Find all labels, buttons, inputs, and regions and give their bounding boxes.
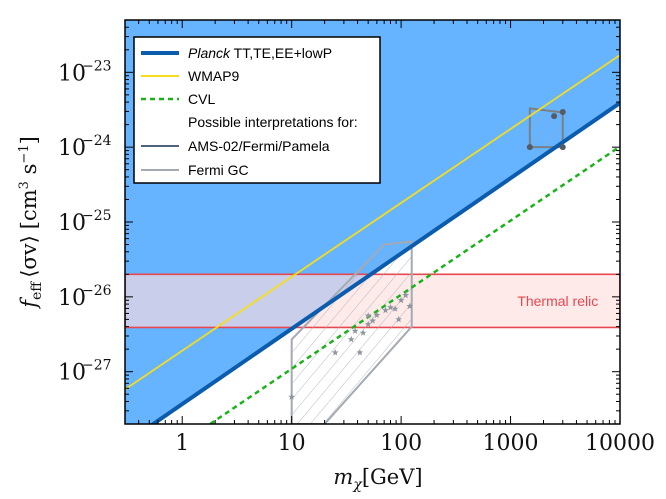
fermi-gc-star	[359, 329, 367, 336]
ams-02-point	[526, 144, 533, 151]
wmap9-line	[125, 54, 620, 391]
thermal-relic-label: Thermal relic	[517, 293, 598, 309]
x-tick-label: 1	[175, 431, 189, 456]
fermi-gc-star	[391, 305, 399, 312]
fermi-gc-star	[406, 302, 414, 310]
y-tick-exponent: −25	[82, 208, 112, 224]
y-tick-label: 10	[58, 136, 86, 161]
y-tick-label: 10	[58, 361, 86, 386]
cvl-line	[209, 145, 620, 424]
y-axis-label: feff⟨σv⟩[cm3 s−1]	[17, 136, 45, 310]
y-tick-exponent: −27	[82, 358, 112, 374]
y-tick-exponent: −24	[82, 133, 112, 149]
fermi-gc-star	[331, 349, 339, 356]
ams-02-point	[559, 108, 566, 115]
legend-label-ams: AMS-02/Fermi/Pamela	[188, 138, 330, 154]
x-tick-label: 10	[278, 431, 306, 456]
x-tick-label: 100	[380, 431, 422, 456]
fermi-gc-star	[402, 291, 410, 299]
x-tick-label: 10000	[585, 431, 655, 456]
fermi-gc-star	[364, 320, 372, 328]
legend-label-planck: Planck TT,TE,EE+lowP	[188, 45, 332, 61]
legend: Planck TT,TE,EE+lowP WMAP9 CVL Possible …	[133, 36, 381, 184]
x-axis-label: mχ[GeV]	[333, 465, 422, 493]
legend-box	[133, 36, 381, 184]
fermi-gc-star	[347, 335, 355, 343]
legend-label-cvl: CVL	[188, 91, 215, 107]
fermi-gc-star	[397, 296, 405, 304]
ams-02-region	[528, 107, 564, 149]
legend-header: Possible interpretations for:	[188, 114, 358, 130]
fermi-gc-star	[387, 303, 394, 311]
x-tick-label: 1000	[483, 431, 539, 456]
fermi-gc-star	[382, 306, 389, 314]
legend-label-fermi-gc: Fermi GC	[188, 162, 249, 178]
planck-line	[149, 101, 620, 424]
fermi-gc-star	[364, 312, 372, 319]
fermi-gc-star	[351, 327, 359, 334]
y-tick-exponent: −23	[82, 58, 112, 74]
ams-02-point	[551, 113, 558, 120]
fermi-gc-star	[373, 311, 381, 318]
legend-label-wmap9: WMAP9	[188, 68, 240, 84]
fermi-gc-star	[395, 315, 403, 323]
fermi-gc-star	[288, 393, 296, 400]
fermi-gc-star	[356, 349, 364, 356]
fermi-gc-star	[369, 317, 377, 324]
y-tick-exponent: −26	[82, 283, 112, 299]
y-tick-label: 10	[58, 61, 86, 86]
y-tick-label: 10	[58, 211, 86, 236]
fermi-gc-region	[290, 240, 413, 424]
ams-02-point	[559, 144, 566, 151]
y-tick-label: 10	[58, 286, 86, 311]
